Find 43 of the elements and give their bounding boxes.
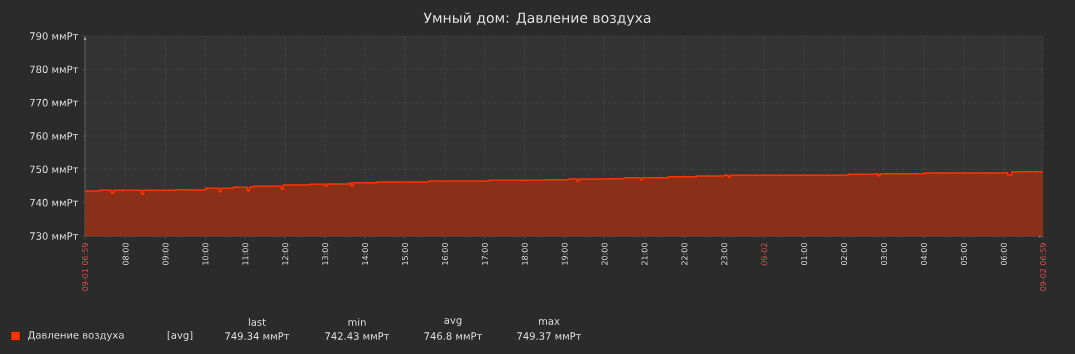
x-tick-label: 09-01 06:59 bbox=[81, 243, 89, 291]
y-tick-label: 770 ммРт bbox=[30, 98, 79, 107]
text: [avg] bbox=[167, 331, 193, 341]
x-tick-label: 09:00 bbox=[162, 243, 169, 266]
text: max bbox=[539, 319, 560, 325]
text: 749.34 ммРт bbox=[225, 332, 290, 340]
x-tick-label: 10:00 bbox=[202, 243, 209, 265]
x-tick-label: 08:00 bbox=[122, 243, 129, 266]
x-tick-label: 05:00 bbox=[960, 243, 967, 266]
y-tick-label: 730 ммРт bbox=[30, 232, 79, 240]
x-tick-label: 06:00 bbox=[1000, 243, 1007, 266]
x-tick-label: 19:00 bbox=[561, 243, 568, 265]
x-tick-label: 12:00 bbox=[282, 243, 289, 265]
x-tick-label: 18:00 bbox=[521, 243, 528, 265]
x-tick-label: 17:00 bbox=[481, 243, 488, 265]
y-tick-label: 780 ммРт bbox=[30, 65, 79, 74]
chart-title: Умный дом: Давление воздуха bbox=[423, 12, 651, 26]
x-tick-label: 14:00 bbox=[362, 243, 369, 265]
x-tick-label: 09-02 bbox=[761, 243, 768, 266]
y-tick-label: 790 ммРт bbox=[30, 32, 79, 40]
y-tick-label: 760 ммРт bbox=[30, 132, 79, 140]
x-tick-label: 23:00 bbox=[721, 243, 728, 266]
x-tick-label: 20:00 bbox=[601, 243, 608, 266]
x-tick-label: 16:00 bbox=[441, 243, 448, 265]
x-tick-label: 04:00 bbox=[920, 243, 927, 266]
text: last bbox=[248, 318, 266, 326]
x-tick-label: 15:00 bbox=[401, 243, 409, 265]
x-tick-label: 11:00 bbox=[242, 243, 249, 265]
text: 742.43 ммРт bbox=[325, 332, 390, 340]
legend-label: Давление воздуха bbox=[28, 331, 124, 341]
y-tick-label: 750 ммРт bbox=[30, 165, 79, 174]
x-tick-label: 02:00 bbox=[841, 243, 848, 266]
text: 746.8 ммРт bbox=[424, 332, 483, 340]
x-tick-label: 13:00 bbox=[322, 243, 329, 265]
x-tick-label: 09-02 06:59 bbox=[1039, 243, 1047, 291]
text: 749.37 ммРт bbox=[517, 332, 582, 340]
text: min bbox=[348, 318, 366, 326]
x-tick-label: 01:00 bbox=[801, 243, 808, 266]
x-tick-label: 21:00 bbox=[641, 243, 648, 266]
text: avg bbox=[444, 318, 462, 326]
y-tick-label: 740 ммРт bbox=[30, 198, 79, 207]
x-tick-label: 03:00 bbox=[880, 243, 888, 266]
x-tick-label: 22:00 bbox=[681, 243, 688, 266]
